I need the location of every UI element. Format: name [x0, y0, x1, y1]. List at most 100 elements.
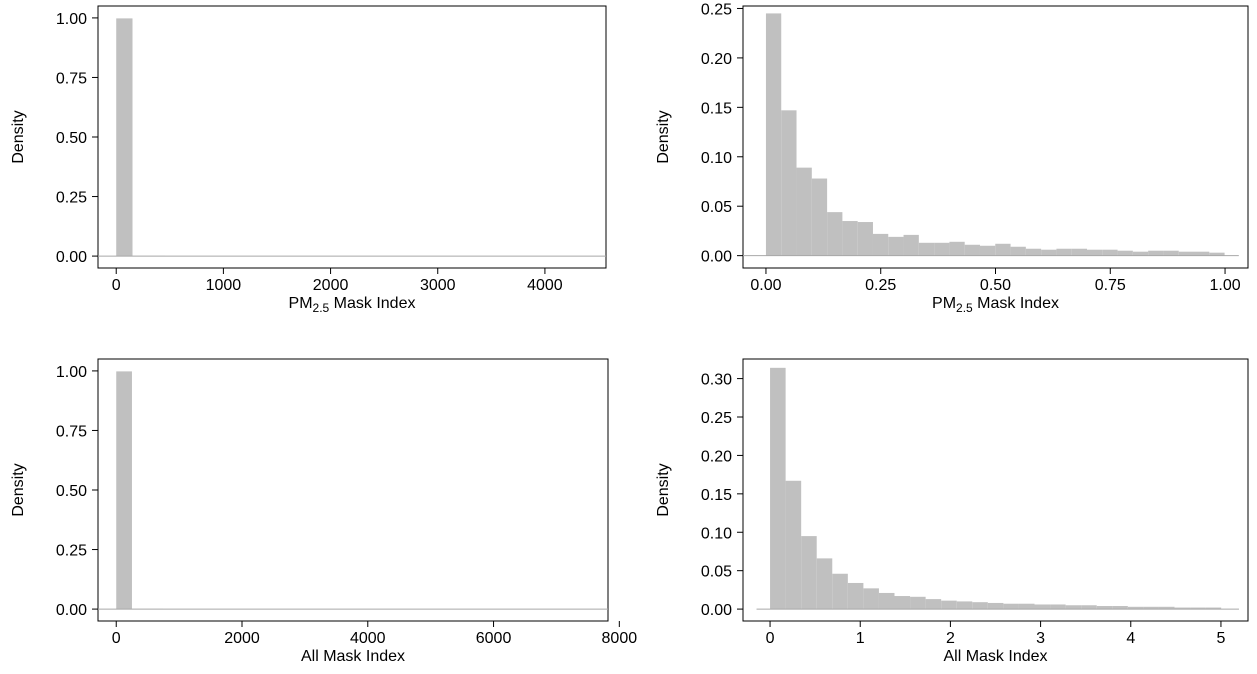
- histogram-bar: [847, 582, 864, 610]
- histogram-bar: [1102, 249, 1118, 256]
- x-axis-label: PM2.5 Mask Index: [289, 295, 416, 315]
- x-axis-label: All Mask Index: [301, 648, 405, 665]
- histogram-bar: [811, 178, 828, 256]
- histogram-bar: [785, 480, 802, 610]
- y-tick-label: 0.25: [56, 543, 87, 560]
- x-axis-label-suffix: Mask Index: [329, 295, 415, 312]
- histogram-bar: [1010, 246, 1026, 256]
- x-axis-label-text: All Mask Index: [301, 648, 405, 665]
- x-tick-label: 2000: [313, 277, 349, 294]
- histogram-bar: [972, 602, 988, 610]
- histogram-bar: [1158, 606, 1175, 610]
- x-axis-label: PM2.5 Mask Index: [932, 295, 1059, 315]
- x-tick-label: 3000: [420, 277, 456, 294]
- x-tick-label: 0: [112, 277, 121, 294]
- x-tick-label: 0: [112, 630, 121, 647]
- y-tick-label: 0.00: [701, 249, 732, 266]
- y-tick-label: 0.25: [701, 410, 732, 427]
- y-tick-label: 0.00: [56, 602, 87, 619]
- y-tick-label: 0.25: [56, 190, 87, 207]
- histogram-bar: [1025, 248, 1042, 256]
- histogram-bar: [910, 596, 926, 610]
- chart-panel-bottom-right: 0 1 2 3 4 5 0.00 0.05 0.10 0.15 0.20 0.25 0.30 Densit…: [655, 358, 1249, 665]
- histogram-bar: [832, 573, 848, 610]
- histogram-bar: [1096, 606, 1113, 610]
- x-tick-label: 5: [1216, 630, 1225, 647]
- x-tick-label: 4000: [527, 277, 563, 294]
- y-tick-label: 0.10: [701, 150, 732, 167]
- y-tick-label: 0.15: [701, 487, 732, 504]
- x-axis-label: All Mask Index: [943, 648, 1047, 665]
- histogram-bar: [1117, 250, 1133, 256]
- histogram-bar: [995, 243, 1011, 256]
- histogram-bar: [1003, 603, 1019, 610]
- x-tick-label: 6000: [476, 630, 512, 647]
- histogram-bar: [116, 371, 132, 610]
- histogram-bar: [903, 234, 919, 256]
- histogram-bar: [1071, 248, 1087, 256]
- histogram-bar: [116, 18, 133, 257]
- histogram-bar: [941, 600, 957, 610]
- chart-panel-top-left: 0 1000 2000 3000 4000 0.00 0.25 0.50 0.75 1.00 Den…: [10, 5, 607, 315]
- histogram-bar: [1163, 250, 1179, 256]
- y-tick-label: 1.00: [56, 364, 87, 381]
- histogram-bar: [1190, 607, 1206, 610]
- histogram-bar: [949, 241, 965, 256]
- histogram-bar: [1112, 606, 1128, 610]
- histogram-bar: [1205, 607, 1222, 610]
- histogram-bar: [956, 601, 973, 610]
- plot-frame: [97, 5, 607, 269]
- y-tick-label: 0.25: [701, 1, 732, 18]
- y-tick-label: 0.50: [56, 130, 87, 147]
- plot-frame: [742, 358, 1249, 622]
- x-axis-label-text: PM: [932, 295, 956, 312]
- histogram-bar: [872, 233, 889, 256]
- x-tick-label: 0.00: [750, 277, 781, 294]
- histogram-bar: [1065, 605, 1082, 610]
- chart-panel-top-right: 0.00 0.25 0.50 0.75 1.00 0.00 0.05 0.10 0.15 0.20…: [655, 1, 1249, 315]
- x-axis-label-subscript: 2.5: [313, 301, 330, 315]
- histogram-bar: [1056, 248, 1072, 256]
- x-tick-label: 4: [1126, 630, 1135, 647]
- histogram-bar: [925, 599, 942, 610]
- histogram-bar: [1127, 606, 1144, 610]
- y-tick-label: 1.00: [56, 11, 87, 28]
- x-tick-label: 0: [766, 630, 775, 647]
- x-tick-label: 0.75: [1095, 277, 1126, 294]
- y-tick-label: 0.00: [701, 602, 732, 619]
- histogram-bar: [863, 588, 879, 610]
- histogram-bar: [1174, 607, 1191, 610]
- y-axis-label: Density: [655, 110, 672, 163]
- histogram-bar: [1209, 252, 1225, 256]
- histogram-bar: [781, 110, 797, 256]
- histogram-bar: [765, 13, 782, 256]
- histogram-bar: [1050, 604, 1066, 610]
- x-tick-label: 2: [946, 630, 955, 647]
- histogram-bar: [1194, 251, 1210, 256]
- histogram-bar: [1034, 604, 1051, 610]
- x-axis-label-suffix: Mask Index: [973, 295, 1059, 312]
- y-tick-label: 0.20: [701, 51, 732, 68]
- x-tick-label: 0.50: [980, 277, 1011, 294]
- histogram-bar: [801, 536, 817, 610]
- x-tick-label: 3: [1036, 630, 1045, 647]
- histogram-bar: [888, 236, 904, 256]
- histogram-bar: [979, 245, 996, 256]
- y-tick-label: 0.05: [701, 564, 732, 581]
- histogram-bar: [827, 212, 843, 256]
- histogram-bar: [934, 242, 950, 256]
- histogram-bar: [964, 244, 980, 256]
- y-axis-label: Density: [10, 463, 27, 516]
- histogram-bar: [796, 167, 812, 256]
- x-axis-label-text: PM: [289, 295, 313, 312]
- y-tick-label: 0.00: [56, 249, 87, 266]
- y-axis-label: Density: [10, 110, 27, 163]
- plot-frame: [97, 358, 609, 622]
- histogram-bar: [894, 596, 911, 610]
- x-axis-label-text: All Mask Index: [943, 648, 1047, 665]
- x-tick-label: 1: [856, 630, 865, 647]
- histogram-bar: [918, 242, 935, 256]
- x-tick-label: 4000: [350, 630, 386, 647]
- x-tick-label: 1000: [206, 277, 242, 294]
